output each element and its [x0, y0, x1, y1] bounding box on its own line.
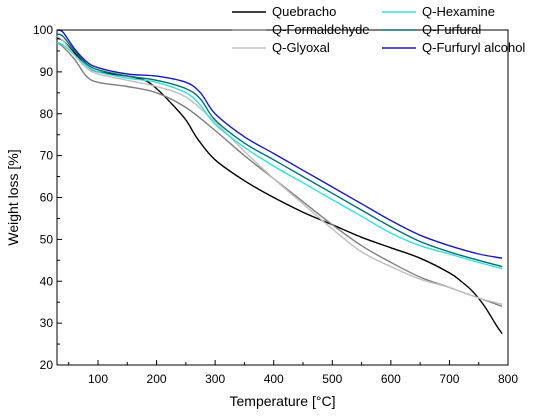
- x-tick-label: 100: [88, 372, 108, 386]
- legend-label: Q-Glyoxal: [272, 40, 330, 55]
- x-tick-label: 300: [205, 372, 225, 386]
- legend-label: Q-Formaldehyde: [272, 22, 370, 37]
- series-line-3: [56, 35, 503, 305]
- y-tick-label: 80: [40, 107, 54, 121]
- series-line-1: [56, 37, 503, 334]
- series-line-2: [56, 42, 503, 308]
- y-tick-label: 100: [33, 23, 53, 37]
- x-axis-label: Temperature [°C]: [230, 393, 336, 409]
- y-tick-label: 70: [40, 149, 54, 163]
- y-tick-label: 30: [40, 316, 54, 330]
- legend-label: Quebracho: [272, 4, 336, 19]
- legend: Quebracho Q-Formaldehyde Q-Glyoxal Q-Hexami…: [232, 4, 525, 55]
- y-tick-label: 20: [40, 358, 54, 372]
- y-axis-label: Weight loss [%]: [5, 149, 21, 245]
- x-tick-label: 700: [439, 372, 459, 386]
- legend-label: Q-Furfuryl alcohol: [422, 40, 525, 55]
- series-line-6: [56, 29, 503, 259]
- y-tick-label: 90: [40, 65, 54, 79]
- series-line-4: [56, 41, 503, 270]
- x-tick-label: 400: [264, 372, 284, 386]
- series-lines: [56, 29, 503, 334]
- y-tick-label: 60: [40, 191, 54, 205]
- axis-ticks: 100 200 300 400 500 600 700 800 20 30 40 50 60 70 80 90…: [33, 23, 518, 386]
- x-tick-label: 200: [147, 372, 167, 386]
- x-tick-label: 500: [322, 372, 342, 386]
- y-tick-label: 50: [40, 232, 54, 246]
- x-tick-label: 800: [498, 372, 518, 386]
- series-line-5: [56, 33, 503, 268]
- legend-label: Q-Furfural: [422, 22, 481, 37]
- y-tick-label: 40: [40, 274, 54, 288]
- x-tick-label: 600: [381, 372, 401, 386]
- legend-label: Q-Hexamine: [422, 4, 495, 19]
